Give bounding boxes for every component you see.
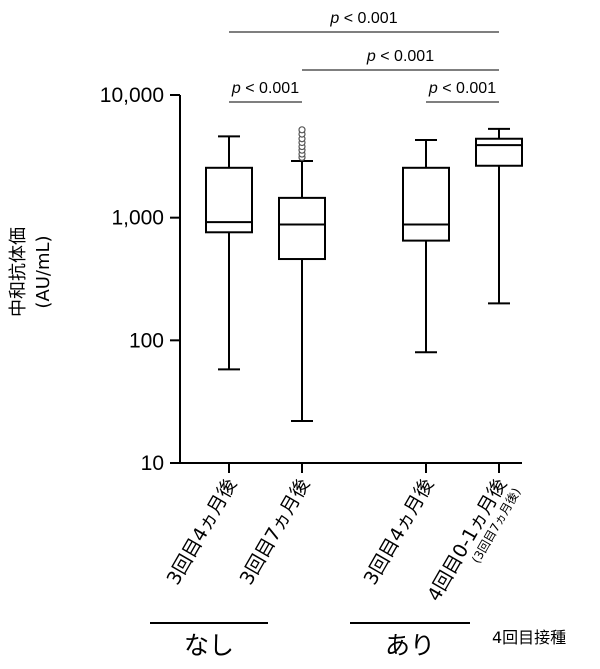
category-label-2: 3回目7ヵ月後 bbox=[236, 475, 315, 589]
boxes bbox=[205, 126, 523, 422]
comparison-4: p < 0.001 bbox=[229, 10, 499, 33]
y-axis-label: 中和抗体価 bbox=[8, 227, 29, 317]
category-label-3: 3回目4ヵ月後 bbox=[360, 475, 439, 589]
comparison-3: p < 0.001 bbox=[302, 48, 499, 71]
category-label: 4回目0-1ヵ月後 bbox=[423, 475, 511, 606]
y-axis-title: 中和抗体価 (AU/mL) bbox=[8, 227, 54, 317]
box-4 bbox=[475, 127, 523, 305]
category-label: 3回目7ヵ月後 bbox=[236, 475, 315, 589]
box-iqr bbox=[402, 166, 450, 242]
groups: なし あり bbox=[150, 622, 470, 660]
y-tick-label: 1,000 bbox=[111, 207, 164, 230]
category-label: 3回目4ヵ月後 bbox=[163, 475, 242, 589]
p-value-label: p < 0.001 bbox=[329, 10, 397, 27]
box-2 bbox=[278, 126, 326, 422]
y-axis-unit: (AU/mL) bbox=[33, 235, 54, 308]
group-1: なし bbox=[150, 622, 268, 660]
box-iqr bbox=[475, 137, 523, 167]
comparison-1: p < 0.001 bbox=[229, 80, 302, 103]
y-tick-label: 10 bbox=[141, 452, 164, 475]
category-label-4: 4回目0-1ヵ月後(3回目7ヵ月後) bbox=[423, 475, 523, 606]
significance-brackets: p < 0.001 p < 0.001 p < 0.001 p < 0.001 bbox=[229, 10, 499, 103]
group-label: あり bbox=[385, 631, 435, 660]
category-label-1: 3回目4ヵ月後 bbox=[163, 475, 242, 589]
p-value-label: p < 0.001 bbox=[428, 80, 496, 97]
axes: 10 100 1,000 10,000 bbox=[100, 84, 522, 475]
group-title: 4回目接種 bbox=[492, 628, 566, 647]
box-iqr bbox=[278, 196, 326, 261]
comparison-2: p < 0.001 bbox=[426, 80, 499, 103]
box-3 bbox=[402, 138, 450, 354]
box-1 bbox=[205, 135, 253, 371]
outlier-point bbox=[298, 126, 306, 134]
p-value-label: p < 0.001 bbox=[231, 80, 299, 97]
group-2: あり bbox=[350, 622, 470, 660]
y-tick-label: 10,000 bbox=[100, 84, 164, 107]
y-tick-label: 100 bbox=[129, 329, 164, 352]
p-value-label: p < 0.001 bbox=[366, 48, 434, 65]
group-label: なし bbox=[184, 631, 234, 660]
category-label: 3回目4ヵ月後 bbox=[360, 475, 439, 589]
